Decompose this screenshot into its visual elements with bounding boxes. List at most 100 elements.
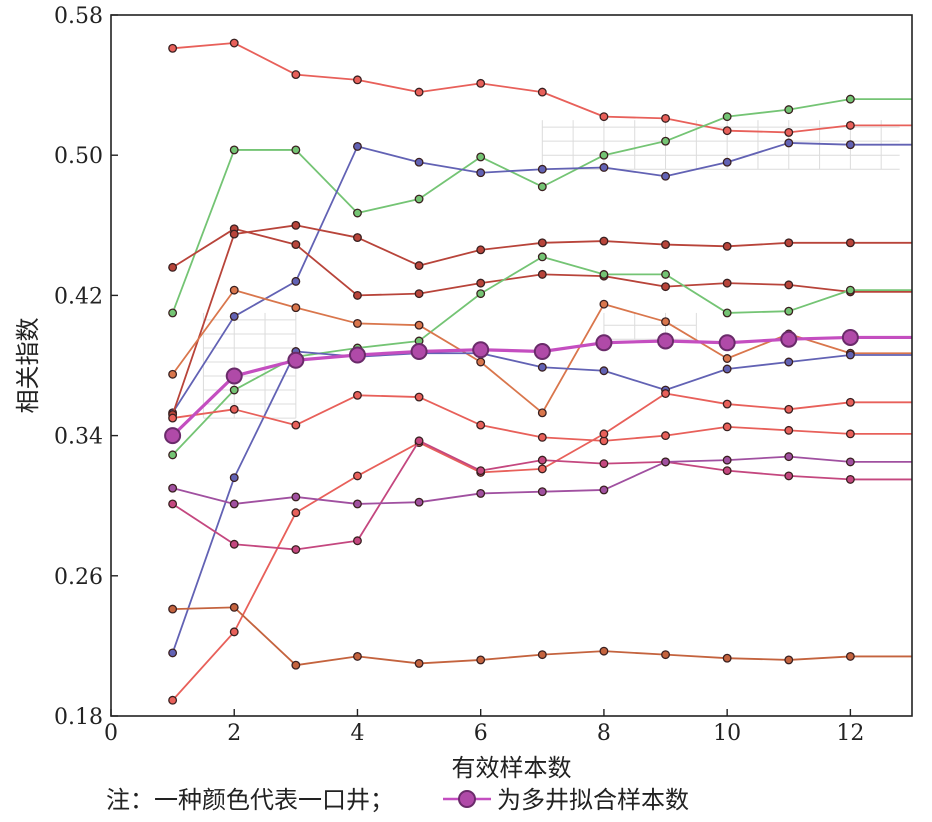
series-point [291, 492, 301, 502]
series-point [599, 429, 609, 439]
y-tick-label: 0.34 [54, 425, 103, 450]
series-point [537, 455, 547, 465]
series-point [722, 278, 732, 288]
series-point [476, 357, 486, 367]
series-point [476, 245, 486, 255]
series-point [661, 457, 670, 467]
series-point [291, 545, 301, 554]
series-point [414, 658, 424, 668]
series-point [845, 140, 855, 150]
series-point [845, 238, 855, 248]
series-point [722, 241, 732, 251]
series-well-2 [168, 94, 912, 318]
series-point [537, 487, 547, 497]
series-point [229, 473, 239, 483]
series-point [599, 236, 609, 246]
series-well-4 [168, 224, 912, 300]
series-point [291, 145, 301, 155]
series-point [537, 182, 547, 192]
y-tick-label: 0.42 [54, 284, 103, 309]
series-point [353, 290, 362, 300]
note-legend-marker [458, 790, 476, 808]
y-tick-label: 0.18 [54, 705, 103, 730]
series-well-13 [168, 602, 912, 670]
series-point [168, 413, 178, 423]
series-point [784, 404, 794, 414]
series-point [599, 269, 609, 279]
x-tick-label: 12 [836, 721, 864, 746]
series-point [722, 364, 732, 374]
series-point [784, 138, 794, 148]
series-point [845, 120, 855, 130]
series-point [225, 367, 243, 385]
series-point [168, 43, 178, 53]
x-tick-label: 10 [713, 721, 741, 746]
x-axis-label: 有效样本数 [452, 754, 572, 782]
series-point [722, 422, 732, 432]
series-point [661, 269, 670, 279]
series-point [599, 366, 609, 376]
series-point [476, 152, 486, 162]
series-point [229, 539, 239, 549]
hatch-layer [202, 120, 900, 419]
series-point [291, 276, 301, 286]
series-point [353, 390, 362, 400]
series-point [476, 420, 486, 430]
series-point [537, 269, 547, 279]
series-point [784, 452, 794, 462]
series-point [845, 350, 855, 360]
series-point [661, 240, 670, 250]
series-point [784, 357, 794, 367]
legend-note: 注：一种颜色代表一口井； 为多井拟合样本数 [106, 786, 689, 814]
series-point [599, 112, 609, 122]
series-point [348, 346, 366, 364]
series-point [722, 157, 732, 167]
series-point [722, 399, 732, 409]
series-point [661, 650, 670, 660]
series-point [599, 485, 609, 495]
series-point [353, 471, 362, 481]
series-point [537, 362, 547, 372]
series-point [722, 455, 732, 465]
series-point [722, 466, 732, 476]
series-point [845, 651, 855, 661]
series-point [414, 157, 424, 167]
series-point [168, 648, 178, 658]
series-point [718, 334, 736, 352]
y-axis-label: 相关指数 [14, 318, 42, 414]
series-point [291, 220, 301, 230]
series-point [287, 351, 305, 369]
series-point [168, 262, 178, 272]
series-point [414, 194, 424, 204]
series-point [661, 171, 670, 181]
series-well-12 [168, 452, 912, 509]
series-point [229, 229, 239, 239]
series-point [291, 70, 301, 80]
series-point [784, 655, 794, 665]
x-tick-label: 4 [350, 721, 364, 746]
series-point [784, 127, 794, 137]
series-point [414, 320, 424, 330]
series-well-10 [168, 389, 912, 705]
note-suffix: 为多井拟合样本数 [497, 786, 689, 814]
series-point [661, 136, 670, 146]
series-point [168, 483, 178, 493]
x-tick-label: 0 [104, 721, 118, 746]
series-point [168, 369, 178, 379]
series-point [353, 208, 362, 218]
series-point [168, 499, 178, 509]
series-point [291, 420, 301, 430]
series-point [537, 87, 547, 97]
series-point [353, 75, 362, 85]
series-point [353, 141, 362, 151]
series-multi-well [164, 328, 912, 445]
series-point [537, 238, 547, 248]
series-point [657, 332, 675, 350]
series-point [414, 497, 424, 507]
series-point [476, 289, 486, 299]
series-point [229, 285, 239, 295]
series-point [414, 289, 424, 299]
series-point [533, 342, 551, 360]
series-point [168, 308, 178, 318]
